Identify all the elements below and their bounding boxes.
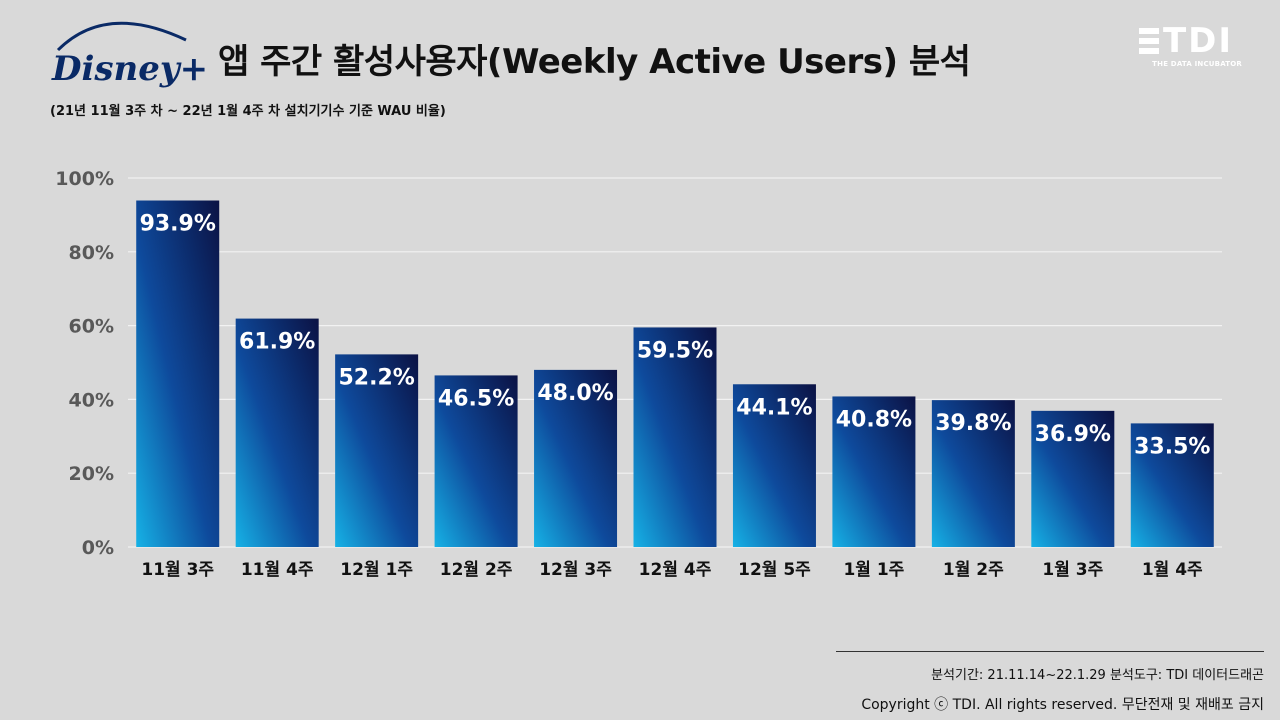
x-tick-label: 1월 3주 bbox=[1042, 560, 1103, 580]
bar-value-label: 93.9% bbox=[140, 212, 216, 237]
tdi-wordmark: TDI bbox=[1126, 24, 1246, 58]
bar-chart: 0% 20% 40% 60% 80% 100% 93.9% 61.9% 52.2% 46.5% 4… bbox=[55, 168, 1222, 580]
bar bbox=[832, 396, 916, 547]
bar-value-label: 59.5% bbox=[637, 338, 713, 363]
y-tick-label: 100% bbox=[55, 168, 114, 190]
page-title: 앱 주간 활성사용자(Weekly Active Users) 분석 bbox=[218, 42, 971, 82]
bars bbox=[136, 200, 1214, 547]
y-tick-label: 0% bbox=[82, 537, 114, 559]
x-tick-label: 1월 1주 bbox=[843, 560, 904, 580]
y-tick-label: 20% bbox=[69, 463, 114, 485]
bar bbox=[136, 200, 220, 547]
x-tick-label: 11월 4주 bbox=[241, 560, 314, 580]
bar bbox=[335, 354, 419, 547]
x-tick-label: 12월 2주 bbox=[440, 560, 513, 580]
bar-value-labels: 93.9% 61.9% 52.2% 46.5% 48.0% 59.5% 44.1% 40.8%… bbox=[140, 212, 1211, 460]
footer-divider bbox=[836, 651, 1264, 652]
y-tick-label: 80% bbox=[69, 242, 114, 264]
bar bbox=[235, 318, 319, 547]
bar bbox=[434, 375, 518, 547]
y-tick-label: 40% bbox=[69, 389, 114, 411]
x-axis-ticks: 11월 3주 11월 4주 12월 1주 12월 2주 12월 3주 12월 4주 12월 … bbox=[141, 560, 1203, 580]
analysis-period: 분석기간: 21.11.14~22.1.29 분석도구: TDI 데이터드래곤 bbox=[931, 668, 1264, 683]
bar bbox=[732, 384, 816, 547]
disney-plus-logo-graphic: Disney+ bbox=[51, 21, 206, 89]
bar bbox=[1031, 410, 1115, 547]
tdi-logo: TDI THE DATA INCUBATOR bbox=[1126, 24, 1246, 68]
page-subtitle: (21년 11월 3주 차 ~ 22년 1월 4주 차 설치기기수 기준 WAU… bbox=[50, 104, 446, 119]
bar-value-label: 33.5% bbox=[1134, 434, 1210, 459]
bar-value-label: 36.9% bbox=[1035, 422, 1111, 447]
disney-plus-logo: Disney+ bbox=[46, 10, 206, 90]
bar bbox=[931, 400, 1015, 547]
y-axis-ticks: 0% 20% 40% 60% 80% 100% bbox=[55, 168, 114, 559]
bar-value-label: 39.8% bbox=[935, 411, 1011, 436]
bar-value-label: 44.1% bbox=[736, 395, 812, 420]
tdi-brand-text: TDI bbox=[1162, 21, 1234, 61]
x-tick-label: 12월 1주 bbox=[340, 560, 413, 580]
bar bbox=[534, 369, 618, 547]
bar-value-label: 52.2% bbox=[338, 365, 414, 390]
bar bbox=[633, 327, 717, 547]
tdi-tagline: THE DATA INCUBATOR bbox=[1152, 60, 1242, 68]
copyright-notice: Copyright ⓒ TDI. All rights reserved. 무단… bbox=[861, 697, 1264, 713]
x-tick-label: 11월 3주 bbox=[141, 560, 214, 580]
tdi-bars-icon bbox=[1138, 28, 1159, 54]
bar-value-label: 61.9% bbox=[239, 330, 315, 355]
x-tick-label: 12월 5주 bbox=[738, 560, 811, 580]
bar bbox=[1130, 423, 1214, 547]
x-tick-label: 12월 3주 bbox=[539, 560, 612, 580]
bar-value-label: 48.0% bbox=[537, 381, 613, 406]
y-tick-label: 60% bbox=[69, 316, 114, 338]
disney-logo-word: Disney+ bbox=[51, 49, 206, 89]
x-tick-label: 1월 2주 bbox=[943, 560, 1004, 580]
bar-value-label: 46.5% bbox=[438, 386, 514, 411]
x-tick-label: 12월 4주 bbox=[639, 560, 712, 580]
x-tick-label: 1월 4주 bbox=[1142, 560, 1203, 580]
bar-value-label: 40.8% bbox=[836, 407, 912, 432]
